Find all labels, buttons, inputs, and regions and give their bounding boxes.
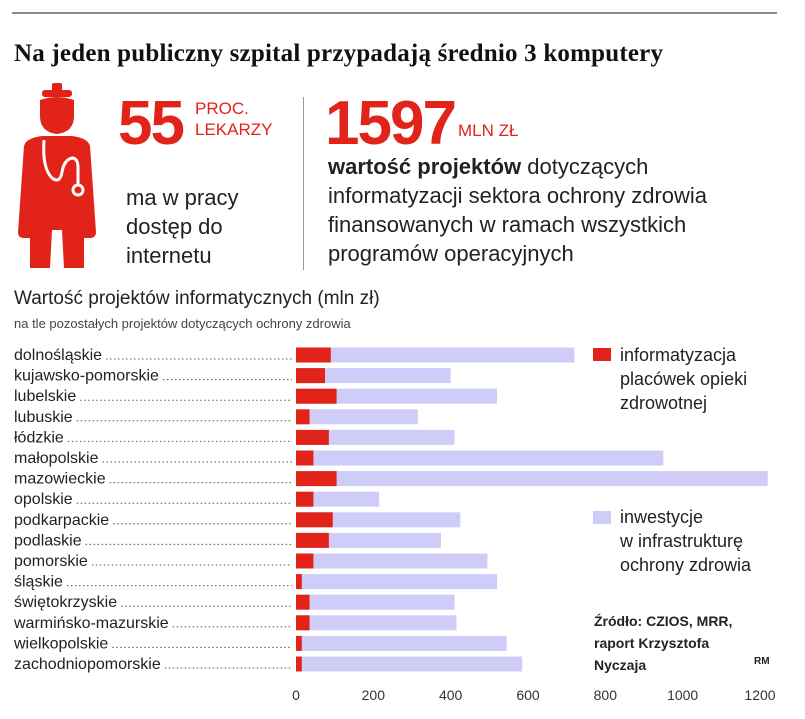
x-tick-label: 1200 — [744, 687, 775, 703]
bar-informatization — [296, 532, 329, 548]
chart-subtitle: na tle pozostałych projektów dotyczących… — [14, 316, 351, 331]
bar-infrastructure — [296, 388, 498, 404]
bar-informatization — [296, 615, 310, 631]
headline: Na jeden publiczny szpital przypadają śr… — [14, 40, 664, 67]
bar-informatization — [296, 429, 329, 445]
x-tick-label: 600 — [516, 687, 540, 703]
category-label: dolnośląskie — [14, 347, 102, 364]
bar-informatization — [296, 656, 302, 672]
category-label: warmińsko-mazurskie — [13, 615, 169, 632]
x-tick-label: 1000 — [667, 687, 698, 703]
bar-infrastructure — [296, 450, 664, 466]
x-tick-label: 400 — [439, 687, 463, 703]
bar-informatization — [296, 553, 314, 569]
legend-infra-line3: ochrony zdrowia — [620, 555, 752, 575]
category-label: łódzkie — [14, 429, 64, 446]
top-rule — [12, 12, 777, 14]
bar-informatization — [296, 574, 302, 590]
bar-infrastructure — [296, 368, 451, 384]
x-tick-label: 200 — [362, 687, 386, 703]
doctor-icon — [18, 83, 96, 268]
category-label: podlaskie — [14, 532, 82, 549]
category-label: wielkopolskie — [13, 635, 108, 652]
stat1-unit-line1: PROC. — [195, 99, 249, 118]
bar-informatization — [296, 635, 302, 651]
stat1-caption: ma w pracy dostęp do internetu — [126, 185, 239, 268]
bar-informatization — [296, 450, 314, 466]
category-label: lubuskie — [14, 409, 73, 426]
bar-informatization — [296, 594, 310, 610]
legend-it: informatyzacja placówek opieki zdrowotne… — [620, 343, 780, 415]
bar-infrastructure — [296, 471, 768, 487]
stat1-unit: PROC. LEKARZY — [195, 98, 305, 140]
x-tick-label: 0 — [292, 687, 300, 703]
source-note: Źródło: CZIOS, MRR, raport Krzysztofa Ny… — [594, 610, 794, 676]
category-label: lubelskie — [14, 388, 76, 405]
legend-swatch-it — [593, 348, 611, 361]
bar-infrastructure — [296, 635, 507, 651]
bar-infrastructure — [296, 347, 575, 363]
stat2-caption-rest: dotyczących informatyzacji sektora ochro… — [328, 154, 708, 266]
bar-informatization — [296, 512, 333, 528]
bar-infrastructure — [296, 532, 441, 548]
bar-infrastructure — [296, 409, 418, 425]
legend-it-line2: placówek opieki — [620, 369, 748, 389]
bar-informatization — [296, 471, 337, 487]
bar-infrastructure — [296, 574, 498, 590]
source-line1: Źródło: CZIOS, MRR, — [594, 613, 733, 629]
category-label: kujawsko-pomorskie — [14, 368, 159, 385]
bar-informatization — [296, 368, 325, 384]
bar-infrastructure — [296, 656, 523, 672]
category-label: mazowieckie — [14, 471, 106, 488]
legend-infra: inwestycje w infrastrukturę ochrony zdro… — [620, 505, 790, 577]
bar-infrastructure — [296, 491, 380, 507]
bar-informatization — [296, 388, 337, 404]
x-tick-label: 800 — [594, 687, 618, 703]
category-label: świętokrzyskie — [14, 594, 117, 611]
bar-infrastructure — [296, 553, 488, 569]
legend-it-line3: zdrowotnej — [620, 393, 708, 413]
legend-infra-line1: inwestycje — [620, 507, 704, 527]
bar-infrastructure — [296, 429, 455, 445]
bar-infrastructure — [296, 594, 455, 610]
category-label: zachodniopomorskie — [14, 656, 161, 673]
chart-title: Wartość projektów informatycznych (mln z… — [14, 288, 380, 309]
category-label: opolskie — [14, 491, 73, 508]
category-label: podkarpackie — [14, 512, 109, 529]
legend-it-line1: informatyzacja — [620, 345, 737, 365]
bar-informatization — [296, 491, 314, 507]
legend-swatch-infra — [593, 511, 611, 524]
stat2-value: 1597 — [325, 89, 457, 158]
bar-informatization — [296, 347, 331, 363]
stat2-caption: wartość projektów dotyczących informatyz… — [328, 152, 778, 268]
divider — [303, 97, 304, 270]
category-label: pomorskie — [14, 553, 88, 570]
bar-informatization — [296, 409, 310, 425]
bar-infrastructure — [296, 615, 457, 631]
stat2-caption-bold: wartość projektów — [328, 154, 522, 179]
stat1-unit-line2: LEKARZY — [195, 120, 273, 139]
stat1-value: 55 — [118, 89, 185, 158]
source-line2: raport Krzysztofa — [594, 635, 710, 651]
category-label: małopolskie — [14, 450, 99, 467]
stat2-unit: MLN ZŁ — [458, 121, 519, 140]
bar-infrastructure — [296, 512, 461, 528]
source-line3: Nyczaja — [594, 657, 647, 673]
author-signature: RM — [754, 656, 770, 667]
legend-infra-line2: w infrastrukturę — [620, 531, 744, 551]
category-label: śląskie — [14, 574, 63, 591]
